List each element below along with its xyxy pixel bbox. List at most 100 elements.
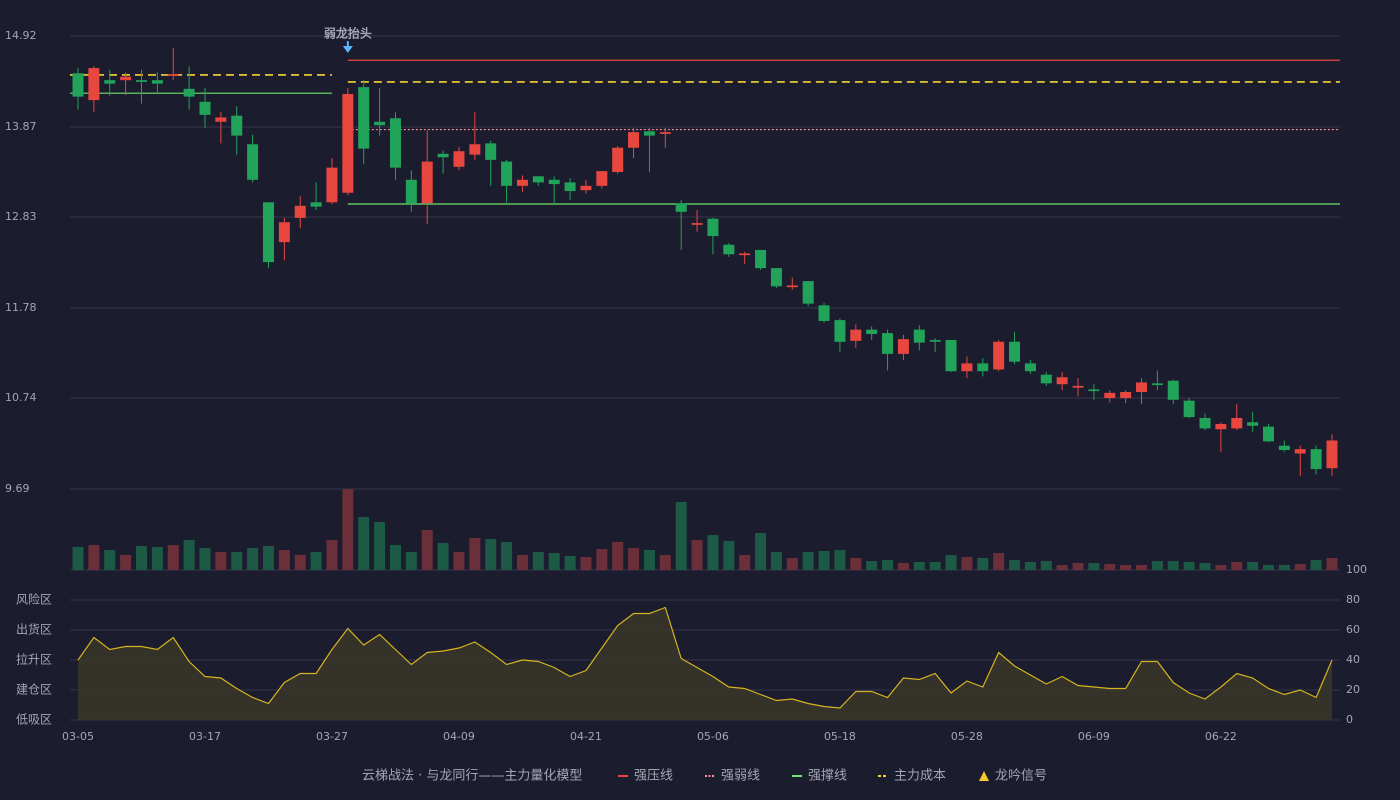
candle-body — [1231, 417, 1243, 429]
legend-label: 强撑线 — [808, 769, 847, 784]
candle-body — [675, 203, 687, 212]
volume-bar — [691, 540, 703, 570]
y-tick-label: 14.92 — [5, 29, 37, 42]
volume-bar — [580, 557, 592, 570]
volume-bar — [231, 552, 243, 570]
candle-body — [199, 101, 211, 115]
candle-body — [1278, 445, 1290, 451]
volume-bar — [866, 561, 878, 570]
volume-bar — [802, 552, 814, 570]
y2-tick-label: 100 — [1346, 563, 1367, 576]
candle-body — [945, 340, 957, 372]
legend-marker — [979, 771, 989, 781]
candle-body — [262, 202, 274, 263]
volume-bar — [1167, 561, 1179, 570]
volume-bar — [501, 542, 513, 570]
candle-body — [1040, 374, 1052, 384]
candle-body — [215, 117, 227, 122]
candle-body — [135, 80, 147, 82]
candle-body — [1120, 391, 1132, 399]
volume-bar — [1009, 560, 1021, 570]
candle-body — [977, 363, 989, 372]
x-tick-label: 04-09 — [443, 730, 475, 743]
volume-bar — [739, 555, 751, 570]
candle-body — [834, 320, 846, 342]
volume-bar — [262, 546, 274, 570]
volume-bar — [612, 542, 624, 570]
volume-bar — [278, 550, 290, 570]
candle-body — [231, 115, 243, 136]
candle-body — [643, 131, 655, 136]
candle-body — [389, 118, 401, 168]
volume-bar — [913, 562, 925, 570]
x-tick-label: 05-18 — [824, 730, 856, 743]
volume-bar — [485, 539, 497, 570]
x-tick-label: 05-28 — [951, 730, 983, 743]
candle-body — [882, 333, 894, 354]
candle-body — [1151, 383, 1163, 386]
candle-body — [612, 147, 624, 172]
candle-body — [548, 179, 560, 185]
candle-body — [1088, 389, 1100, 392]
candle-body — [1326, 440, 1338, 469]
legend-label: 强压线 — [634, 769, 673, 784]
candle-body — [294, 205, 306, 218]
volume-bar — [548, 553, 560, 570]
candle-body — [993, 341, 1005, 370]
volume-bar — [104, 550, 116, 570]
volume-bar — [659, 555, 671, 570]
candle-body — [1247, 422, 1259, 426]
candle-body — [421, 161, 433, 204]
candle-body — [1024, 363, 1036, 372]
x-tick-label: 05-06 — [697, 730, 729, 743]
candle-body — [596, 171, 608, 186]
volume-bar — [850, 558, 862, 570]
volume-bar — [1024, 562, 1036, 570]
candle-body — [564, 182, 576, 192]
candle-body — [183, 88, 195, 97]
candle-body — [405, 179, 417, 204]
candle-body — [818, 305, 830, 321]
volume-bar — [405, 552, 417, 570]
zone-label: 建仓区 — [16, 683, 52, 697]
candle-body — [151, 80, 163, 84]
candle-body — [866, 329, 878, 334]
volume-bar — [437, 543, 449, 570]
volume-bar — [135, 546, 147, 570]
volume-bar — [1104, 564, 1116, 570]
y-tick-label: 11.78 — [5, 301, 37, 314]
candle-body — [1183, 400, 1195, 418]
candle-body — [278, 222, 290, 243]
candle-body — [929, 340, 941, 342]
volume-bar — [1072, 563, 1084, 570]
volume-bar — [643, 550, 655, 570]
volume-bar — [453, 552, 465, 570]
volume-bar — [993, 553, 1005, 570]
candle-body — [88, 68, 100, 101]
volume-bar — [1199, 563, 1211, 570]
candle-body — [659, 132, 671, 134]
volume-bar — [675, 502, 687, 570]
volume-bar — [961, 557, 973, 570]
volume-bar — [945, 555, 957, 570]
y2-tick-label: 0 — [1346, 713, 1353, 726]
x-tick-label: 03-05 — [62, 730, 94, 743]
volume-bar — [247, 548, 259, 570]
candle-body — [437, 153, 449, 158]
candle-body — [358, 87, 370, 149]
x-tick-label: 03-27 — [316, 730, 348, 743]
candle-body — [485, 143, 497, 160]
candle-body — [770, 268, 782, 287]
candle-body — [469, 144, 481, 155]
volume-bar — [532, 552, 544, 570]
volume-bar — [770, 552, 782, 570]
candle-body — [802, 281, 814, 304]
candle-body — [1215, 424, 1227, 430]
volume-bar — [88, 545, 100, 570]
volume-bar — [1151, 561, 1163, 570]
volume-bar — [1263, 565, 1275, 570]
candle-body — [1167, 380, 1179, 400]
candle-body — [120, 76, 132, 81]
candle-body — [342, 94, 354, 193]
annotation: 弱龙抬头 — [324, 26, 372, 41]
